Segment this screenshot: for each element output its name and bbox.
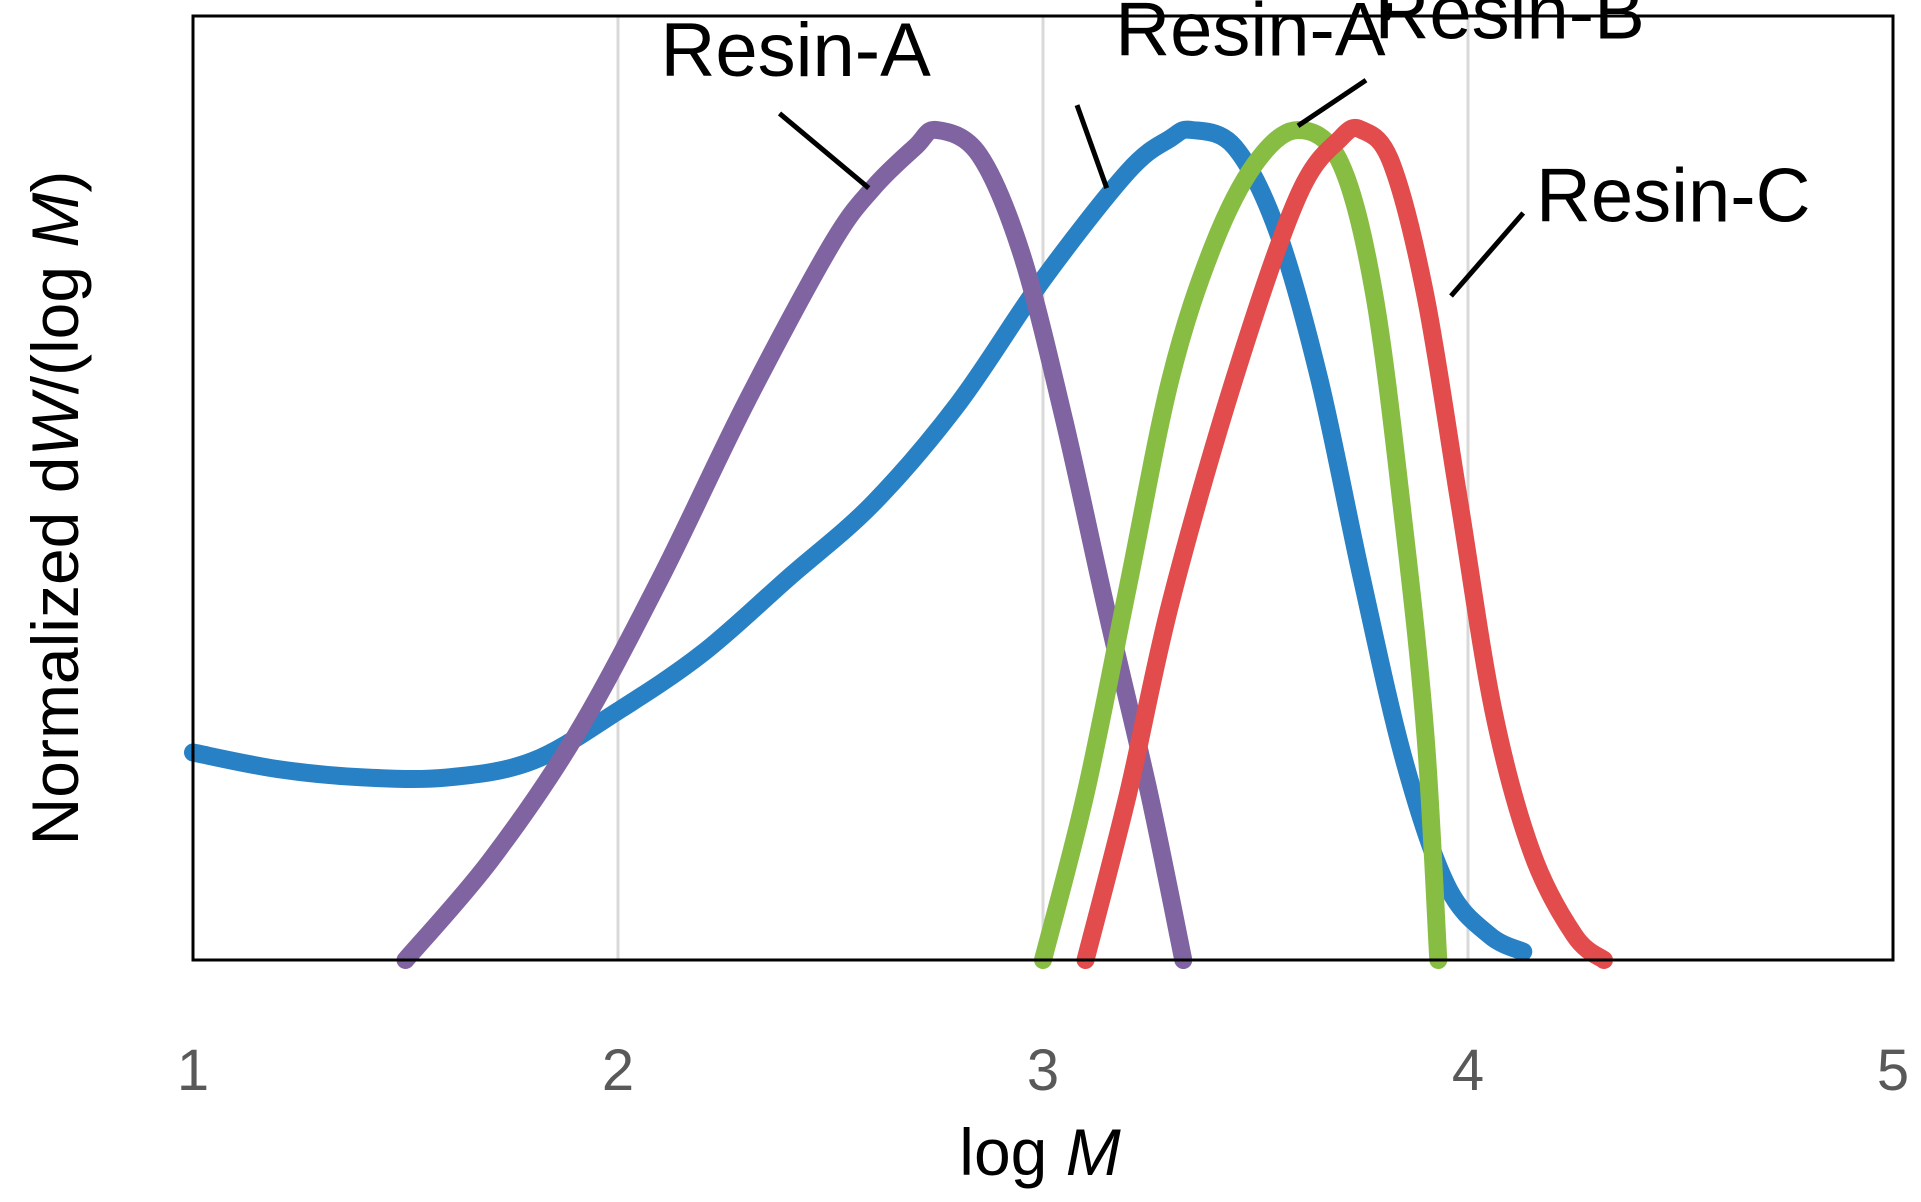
series-line-resin-a <box>184 120 1533 961</box>
x-axis-title: log M <box>959 1115 1120 1189</box>
series-lines <box>184 118 1613 969</box>
series-labels: Resin-A Resin-A’Resin-B Resin-C <box>661 0 1811 238</box>
y-axis-title-p2: /(log <box>18 248 92 395</box>
series-line-resin-c <box>1076 118 1613 969</box>
leader-line-resin-a <box>777 111 871 191</box>
x-tick-label-1: 1 <box>177 1038 209 1103</box>
series-label-resin-c: Resin-C <box>1536 153 1811 238</box>
series-line-resin-b <box>1034 121 1448 969</box>
y-axis-title-p3: ) <box>18 171 92 193</box>
plot-frame <box>191 14 1895 962</box>
y-axis-title-i1: W <box>18 389 92 457</box>
x-tick-labels: 1 2 3 4 5 <box>177 1038 1909 1103</box>
label-leader-lines <box>777 78 1526 298</box>
y-axis-title-i2: M <box>18 193 92 248</box>
y-axis-title-p1: Normalized d <box>18 457 92 846</box>
series-line-resin-a <box>396 120 1193 969</box>
x-axis-title-prefix: log <box>959 1115 1065 1189</box>
series-label-resin-a: Resin-A <box>661 8 932 93</box>
leader-line-resin-c <box>1449 211 1526 298</box>
series-label-resin-a: Resin-A’ <box>1115 0 1397 72</box>
x-tick-label-3: 3 <box>1027 1038 1059 1103</box>
y-axis-title: Normalized dW/(log M) <box>18 171 92 846</box>
x-tick-label-2: 2 <box>602 1038 634 1103</box>
leader-line-resin-b <box>1296 78 1368 128</box>
x-tick-label-5: 5 <box>1877 1038 1909 1103</box>
x-axis-title-italic: M <box>1066 1115 1121 1189</box>
x-tick-label-4: 4 <box>1452 1038 1484 1103</box>
leader-line-resin-a <box>1074 104 1110 189</box>
series-label-resin-b: Resin-B <box>1375 0 1645 56</box>
